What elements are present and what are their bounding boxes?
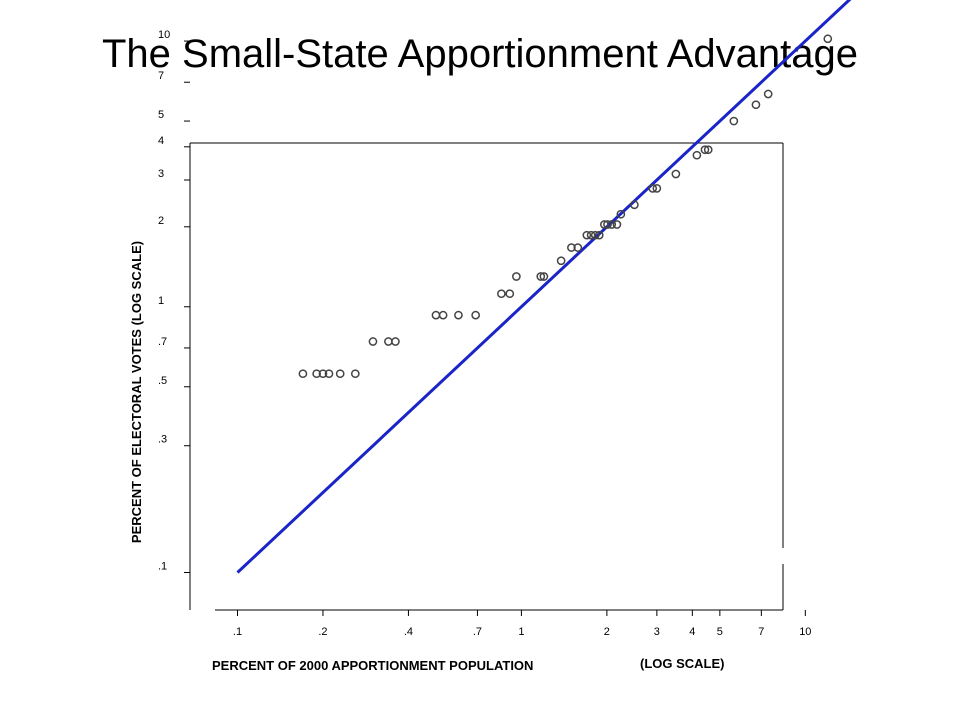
y-tick-label: 1 <box>158 295 164 307</box>
data-point <box>567 243 576 252</box>
data-point <box>823 34 833 44</box>
y-axis: .1 .3 .5 .7 1 2 3 4 5 7 10 <box>158 29 190 573</box>
data-point <box>324 369 334 379</box>
data-point <box>582 230 592 240</box>
reference-line <box>236 0 852 574</box>
data-point <box>751 100 761 110</box>
data-point <box>612 220 622 229</box>
x-axis: .1 .2 .4 .7 1 2 3 4 5 7 10 <box>215 609 811 638</box>
plot-frame <box>189 142 784 610</box>
x-tick-label: 2 <box>604 626 610 638</box>
y-tick-label: .7 <box>158 336 167 348</box>
data-point <box>648 184 658 193</box>
data-point <box>384 337 393 346</box>
x-tick-label: .4 <box>404 626 413 638</box>
data-point <box>630 200 639 210</box>
x-tick-label: 5 <box>717 626 723 638</box>
x-tick-label: 4 <box>689 626 695 638</box>
y-tick-label: 3 <box>158 168 164 180</box>
data-point <box>335 369 345 379</box>
x-tick-label: .7 <box>473 626 482 638</box>
x-axis-title-suffix: (LOG SCALE) <box>640 656 725 671</box>
data-point <box>497 289 506 299</box>
data-point <box>590 230 600 240</box>
data-point <box>586 230 596 240</box>
data-point <box>594 230 604 240</box>
data-point <box>438 310 448 320</box>
data-point <box>573 243 583 252</box>
data-point <box>312 369 321 379</box>
data-point <box>763 89 773 99</box>
data-point <box>700 145 710 155</box>
data-point <box>505 289 515 299</box>
data-point <box>729 116 739 126</box>
x-tick-label: 7 <box>758 626 764 638</box>
data-point <box>298 369 308 379</box>
x-axis-title: PERCENT OF 2000 APPORTIONMENT POPULATION <box>212 658 533 673</box>
x-tick-label: .2 <box>318 626 327 638</box>
x-tick-label: 1 <box>518 626 524 638</box>
y-tick-label: .1 <box>158 561 167 573</box>
data-point <box>616 209 626 219</box>
data-point <box>539 272 549 281</box>
data-point <box>391 337 400 346</box>
y-tick-label: .5 <box>158 375 167 387</box>
data-point <box>512 272 521 281</box>
y-tick-label: .3 <box>158 434 167 446</box>
y-tick-label: 7 <box>158 70 164 82</box>
y-tick-label: 10 <box>158 29 170 41</box>
data-point <box>703 145 713 155</box>
data-point <box>368 337 378 346</box>
reference-line-group <box>236 0 852 574</box>
data-points <box>298 34 833 379</box>
slide-title: The Small-State Apportionment Advantage <box>101 32 858 76</box>
data-point <box>652 184 662 193</box>
data-point <box>603 220 612 229</box>
data-point <box>607 220 617 229</box>
x-tick-label: 3 <box>654 626 660 638</box>
y-tick-label: 4 <box>158 135 164 147</box>
y-axis-title: PERCENT OF ELECTORAL VOTES (LOG SCALE) <box>129 241 144 543</box>
data-point <box>692 150 702 160</box>
data-point <box>454 310 463 320</box>
data-point <box>671 169 681 179</box>
data-point <box>431 310 441 320</box>
data-point <box>556 256 566 266</box>
y-tick-label: 2 <box>158 215 164 227</box>
x-tick-label: .1 <box>233 626 242 638</box>
data-point <box>471 310 481 320</box>
data-point <box>350 369 360 379</box>
x-tick-label: 10 <box>799 626 811 638</box>
y-tick-label: 5 <box>158 109 164 121</box>
data-point <box>536 272 546 281</box>
data-point <box>318 369 328 379</box>
